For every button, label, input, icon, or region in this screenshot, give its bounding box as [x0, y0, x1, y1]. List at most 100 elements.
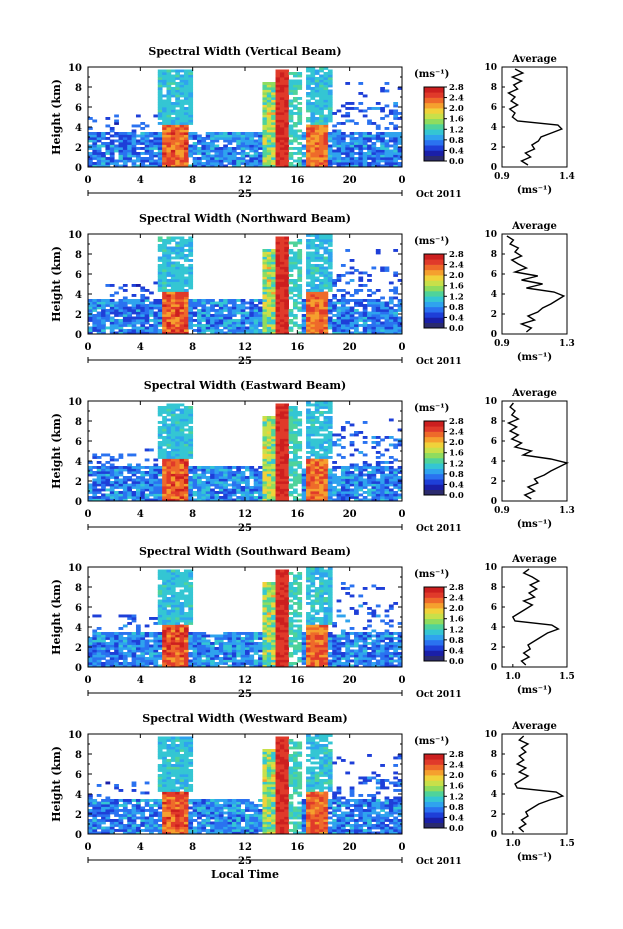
heatmap-cell	[114, 466, 119, 469]
heatmap-cell	[284, 406, 290, 409]
heatmap-cell	[288, 241, 294, 245]
heatmap-cell	[214, 311, 220, 315]
heatmap-cell	[258, 471, 263, 474]
heatmap-cell	[214, 496, 220, 499]
heatmap-cell	[183, 107, 189, 110]
heatmap-cell	[131, 647, 137, 650]
heatmap-cell	[170, 428, 176, 432]
heatmap-cell	[279, 251, 285, 255]
heatmap-cell	[170, 304, 176, 307]
heatmap-cell	[96, 478, 102, 482]
heatmap-cell	[122, 309, 128, 312]
heatmap-cell	[105, 314, 111, 317]
average-y-tick-label: 4	[491, 457, 497, 467]
heatmap-cell	[384, 481, 390, 484]
heatmap-cell	[288, 411, 294, 414]
heatmap-cell	[262, 306, 268, 310]
heatmap-cell	[292, 456, 298, 459]
heatmap-cell	[140, 466, 146, 469]
heatmap-cell	[166, 493, 172, 497]
heatmap-cell	[314, 491, 320, 494]
y-tick-label: 0	[75, 497, 82, 508]
heatmap-cell	[306, 483, 311, 487]
heatmap-cell	[266, 142, 272, 145]
heatmap-cell	[327, 418, 333, 422]
heatmap-cell	[275, 97, 281, 100]
heatmap-cell	[301, 306, 307, 310]
heatmap-cell	[279, 147, 285, 150]
heatmap-cell	[122, 498, 128, 502]
heatmap-cell	[223, 309, 228, 312]
heatmap-cell	[175, 324, 180, 327]
heatmap-cell	[245, 488, 250, 492]
colorbar-tick-label: 0.4	[449, 313, 464, 323]
heatmap-cell	[292, 483, 298, 487]
heatmap-cell	[262, 428, 268, 432]
heatmap-cell	[201, 301, 207, 305]
heatmap-cell	[340, 329, 346, 332]
heatmap-cell	[122, 157, 128, 160]
heatmap-cell	[223, 152, 228, 155]
heatmap-cell	[275, 496, 281, 499]
heatmap-cell	[166, 314, 172, 317]
heatmap-cell	[262, 304, 268, 307]
heatmap-cell	[157, 413, 163, 417]
heatmap-cell	[393, 483, 399, 487]
heatmap-cell	[284, 124, 290, 128]
heatmap-cell	[118, 654, 124, 658]
heatmap-cell	[135, 304, 141, 307]
heatmap-cell	[214, 137, 220, 140]
heatmap-cell	[183, 418, 189, 422]
heatmap-cell	[162, 239, 167, 242]
heatmap-cell	[249, 164, 255, 168]
heatmap-cell	[205, 493, 211, 497]
heatmap-cell	[380, 466, 385, 469]
heatmap-cell	[157, 486, 163, 489]
heatmap-cell	[319, 331, 324, 335]
heatmap-cell	[197, 468, 202, 472]
heatmap-cell	[266, 466, 272, 469]
heatmap-cell	[306, 276, 311, 280]
heatmap-cell	[170, 89, 176, 93]
heatmap-cell	[96, 456, 102, 459]
average-x-tick-label: 1.4	[559, 172, 575, 182]
heatmap-cell	[109, 647, 115, 650]
heatmap-cell	[397, 112, 403, 115]
heatmap-cell	[122, 637, 128, 640]
heatmap-cell	[306, 104, 311, 108]
heatmap-cell	[175, 428, 180, 432]
heatmap-cell	[319, 127, 324, 130]
heatmap-cell	[327, 271, 333, 275]
heatmap-cell	[140, 493, 146, 497]
heatmap-cell	[214, 491, 220, 494]
heatmap-cell	[297, 331, 303, 335]
heatmap-cell	[179, 291, 185, 295]
heatmap-cell	[131, 496, 137, 499]
heatmap-cell	[332, 139, 337, 143]
heatmap-cell	[175, 436, 180, 439]
heatmap-cell	[149, 147, 154, 150]
heatmap-cell	[88, 644, 93, 648]
heatmap-cell	[166, 271, 172, 275]
heatmap-cell	[144, 662, 150, 665]
heatmap-cell	[88, 331, 93, 335]
heatmap-cell	[397, 466, 403, 469]
heatmap-cell	[262, 296, 268, 300]
heatmap-cell	[170, 157, 176, 160]
heatmap-cell	[310, 403, 316, 407]
heatmap-cell	[384, 82, 390, 85]
heatmap-cell	[288, 84, 294, 88]
heatmap-cell	[362, 486, 368, 489]
heatmap-cell	[367, 299, 372, 302]
heatmap-cell	[135, 157, 141, 160]
heatmap-cell	[275, 144, 281, 148]
heatmap-cell	[323, 87, 329, 90]
heatmap-cell	[96, 137, 102, 140]
heatmap-cell	[266, 89, 272, 93]
heatmap-cell	[336, 147, 342, 150]
heatmap-cell	[279, 114, 285, 118]
heatmap-cell	[284, 413, 290, 417]
heatmap-cell	[157, 443, 163, 447]
heatmap-cell	[319, 428, 324, 432]
heatmap-cell	[96, 627, 102, 630]
